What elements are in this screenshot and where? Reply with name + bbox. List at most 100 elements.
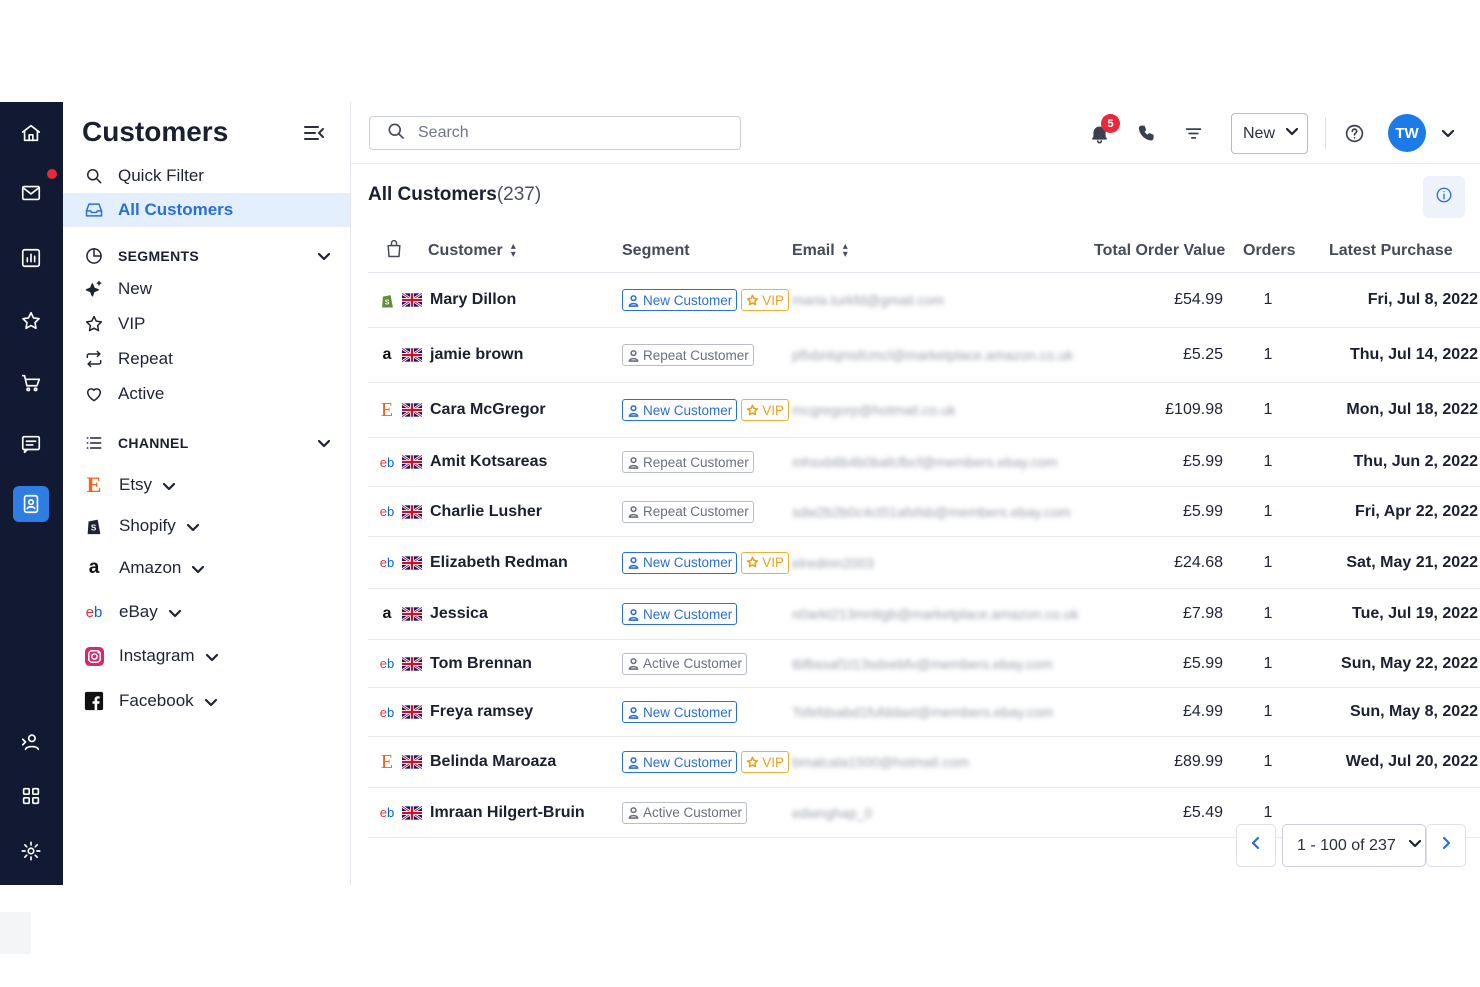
segment-cell: New Customer VIP [622,383,790,437]
segment-tag[interactable]: New Customer [622,751,738,773]
segment-tag[interactable]: Active Customer [622,652,748,675]
segment-tag[interactable]: New Customer [622,603,738,625]
channel-item-instagram[interactable]: Instagram [63,639,219,673]
page-range-select[interactable]: 1 - 100 of 237 [1282,824,1426,867]
table-row[interactable]: a jamie brown Repeat Customer pflxbnlqms… [368,328,1480,383]
segment-tag[interactable]: VIP [741,289,790,311]
table-row[interactable]: eb Freya ramsey New Customer Tsfefdsabd1… [368,688,1480,737]
sidebar-item-new[interactable]: New [63,272,350,306]
segment-tag[interactable]: Active Customer [622,801,748,824]
customer-name[interactable]: Cara McGregor [430,401,546,418]
channel-item-facebook[interactable]: Facebook [63,684,218,718]
customer-name[interactable]: Jessica [430,605,488,622]
latest-purchase: Wed, Jul 20, 2022 [1345,753,1478,770]
channel-item-amazon[interactable]: a Amazon [63,551,205,585]
previous-page-button[interactable] [1236,824,1276,867]
sidebar-item-vip[interactable]: VIP [63,307,350,341]
filter-icon[interactable] [1181,121,1205,145]
select-all-bag-icon[interactable] [384,239,404,259]
segment-tag[interactable]: VIP [741,751,790,773]
segment-tag[interactable]: New Customer [622,399,738,421]
segment-tag[interactable]: Repeat Customer [622,344,754,366]
chevron-down-icon[interactable] [1441,126,1455,140]
apps-grid-icon[interactable] [13,778,49,814]
segments-heading[interactable]: SEGMENTS [63,241,350,271]
table-row[interactable]: a Jessica New Customer n0arkt213mnttgb@m… [368,589,1480,640]
segment-tag-label: VIP [762,402,785,418]
segment-tag[interactable]: New Customer [622,289,738,311]
customer-name[interactable]: Amit Kotsareas [430,453,548,470]
info-button[interactable] [1423,176,1465,218]
next-page-button[interactable] [1426,824,1466,867]
customer-name[interactable]: Tom Brennan [430,654,532,672]
channel-heading[interactable]: CHANNEL [63,428,350,458]
orders-count: 1 [1263,291,1273,308]
customer-name[interactable]: Mary Dillon [430,291,517,308]
table-row[interactable]: eb Tom Brennan Active Customer tbfbssaf1… [368,640,1480,688]
customer-name[interactable]: Freya ramsey [430,703,534,720]
customer-name[interactable]: Imraan Hilgert-Bruin [430,803,585,821]
phone-icon[interactable] [1135,121,1159,145]
new-dropdown-button[interactable]: New [1231,113,1308,154]
star-icon [746,404,759,417]
sidebar-item-label: Repeat [118,349,173,368]
column-segment: Segment [622,242,690,260]
search-box[interactable] [369,116,741,150]
uk-flag-icon [402,328,422,382]
latest-purchase: Mon, Jul 18, 2022 [1346,401,1478,418]
customer-name[interactable]: Charlie Lusher [430,502,543,520]
email-cell: tbfbssaf1t13sdxebfv@members.ebay.com [792,655,1053,672]
sidebar-item-repeat[interactable]: Repeat [63,342,350,376]
help-icon[interactable] [1342,121,1366,145]
search-icon [83,165,105,187]
segment-tag-label: Active Customer [643,656,743,671]
segment-cell: Repeat Customer [622,438,754,486]
table-row[interactable]: eb Elizabeth Redman New Customer VIP elre… [368,537,1480,589]
messages-icon[interactable] [13,426,49,462]
home-icon[interactable] [13,115,49,151]
collapse-sidebar-icon[interactable] [303,122,325,144]
column-customer[interactable]: Customer ▴ ▾ [428,242,516,260]
person-icon [627,806,640,819]
gear-icon[interactable] [13,833,49,869]
total-order-value: £54.99 [1174,291,1223,308]
segment-tag-label: Repeat Customer [643,454,749,470]
contacts-icon[interactable] [13,486,49,522]
uk-flag-icon [402,438,422,486]
avatar[interactable]: TW [1388,114,1426,152]
column-email[interactable]: Email ▴ ▾ [792,242,848,260]
table-header: Customer ▴ ▾ Segment Email ▴ ▾ Total Order… [368,230,1480,273]
ebay-logo-icon: eb [379,656,395,671]
customer-name[interactable]: jamie brown [430,346,524,363]
cart-icon[interactable] [13,365,49,401]
segment-tag[interactable]: New Customer [622,551,738,574]
segment-tag[interactable]: VIP [741,551,790,574]
segment-tag[interactable]: New Customer [622,701,738,723]
table-row[interactable]: eb Imraan Hilgert-Bruin Active Customer … [368,788,1480,838]
customer-name[interactable]: Elizabeth Redman [430,553,568,571]
table-row[interactable]: E Belinda Maroaza New Customer VIP bmalca… [368,737,1480,788]
segment-tag[interactable]: Repeat Customer [622,451,754,473]
table-row[interactable]: eb Amit Kotsareas Repeat Customer mhsxb6… [368,438,1480,487]
customer-name[interactable]: Belinda Maroaza [430,753,557,770]
table-row[interactable]: S Mary Dillon New Customer VIP maria.turk… [368,273,1480,328]
sidebar-item-active[interactable]: Active [63,377,350,411]
sidebar-item-all-customers[interactable]: All Customers [63,193,350,227]
person-icon [627,657,640,670]
info-icon [1435,186,1453,209]
table-row[interactable]: eb Charlie Lusher Repeat Customer sdw2b2… [368,487,1480,537]
channel-item-etsy[interactable]: E Etsy [63,468,176,502]
mail-icon[interactable] [13,175,49,211]
user-settings-icon[interactable] [13,724,49,760]
sidebar-item-quick-filter[interactable]: Quick Filter [63,159,350,193]
channel-item-shopify[interactable]: S Shopify [63,509,200,543]
segment-tag[interactable]: Repeat Customer [622,500,754,523]
table-row[interactable]: E Cara McGregor New Customer VIP mcgregor… [368,383,1480,438]
segment-tag[interactable]: VIP [741,399,790,421]
sidebar-item-label: All Customers [118,200,234,219]
search-input[interactable] [418,124,718,142]
star-icon[interactable] [13,303,49,339]
orders-count: 1 [1263,346,1273,363]
reports-icon[interactable] [13,240,49,276]
